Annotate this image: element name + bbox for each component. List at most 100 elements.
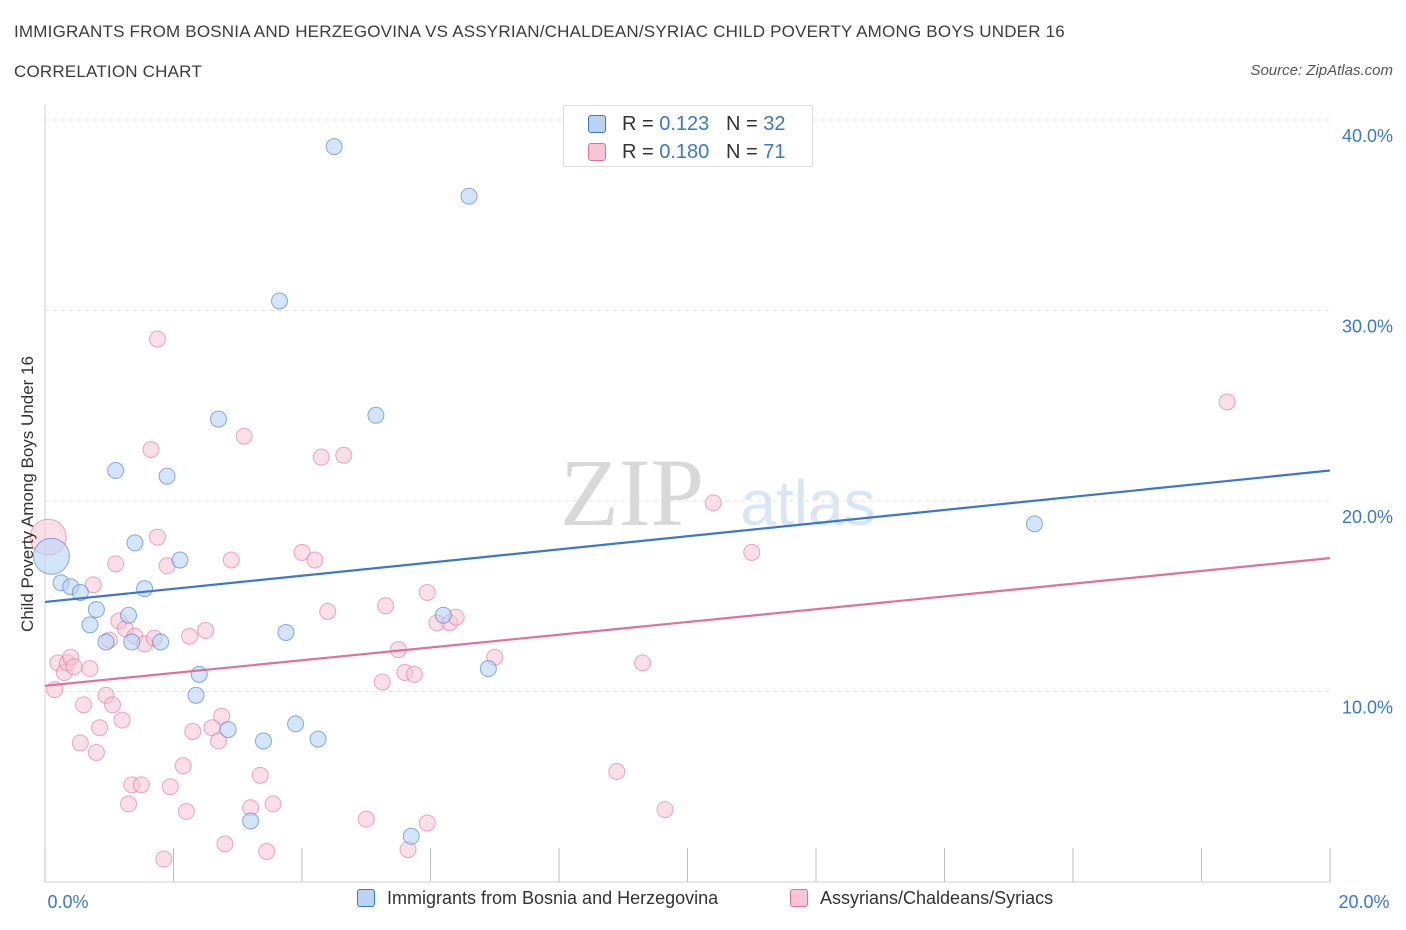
chart-title: IMMIGRANTS FROM BOSNIA AND HERZEGOVINA V… [14,22,1065,41]
data-point-assyrian [161,778,179,796]
data-point-assyrian [357,810,375,828]
data-point-bosnia [287,715,305,733]
data-point-bosnia [271,292,289,310]
data-point-assyrian [107,555,125,573]
data-point-assyrian [120,795,138,813]
data-point-assyrian [184,723,202,741]
data-point-bosnia [402,827,420,845]
data-point-bosnia [120,606,138,624]
y-axis-label: Child Poverty Among Boys Under 16 [18,356,37,632]
data-point-assyrian [264,795,282,813]
legend-swatch-assyrian [790,889,808,907]
data-point-bosnia [152,633,170,651]
gridlines [45,119,1330,692]
data-point-assyrian [319,602,337,620]
x-tick-label: 20.0% [1338,892,1389,912]
data-point-assyrian [335,446,353,464]
data-point-bosnia [81,616,99,634]
data-point-assyrian [155,850,173,868]
data-point-assyrian [103,696,121,714]
data-point-bosnia [136,580,154,598]
data-point-assyrian [235,427,253,445]
legend-item-bosnia: Immigrants from Bosnia and Herzegovina [357,888,718,909]
data-point-assyrian [377,597,395,615]
legend-swatch-bosnia [588,115,606,133]
data-point-assyrian [75,696,93,714]
trend-lines [44,469,1331,687]
data-point-assyrian [216,835,234,853]
data-point-assyrian [656,801,674,819]
data-point-assyrian [373,673,391,691]
data-point-assyrian [704,494,722,512]
data-point-assyrian [142,441,160,459]
data-point-assyrian [148,330,166,348]
watermark-atlas: atlas [740,467,875,539]
data-point-assyrian [251,766,269,784]
data-point-assyrian [608,763,626,781]
data-point-bosnia [325,138,343,156]
correlation-legend: R = 0.123 N = 32 R = 0.180 N = 71 [563,105,813,167]
data-point-assyrian [222,551,240,569]
legend-swatch-bosnia [357,889,375,907]
data-point-assyrian [634,654,652,672]
data-point-bosnia [277,623,295,641]
legend-swatch-assyrian [588,143,606,161]
data-point-assyrian [293,543,311,561]
n-label: N = [725,113,764,135]
data-point-bosnia [434,606,452,624]
data-point-assyrian [405,665,423,683]
x-tick-label: 0.0% [47,892,88,912]
data-point-assyrian [174,757,192,775]
data-point-bosnia [309,730,327,748]
n-value-assyrian: 71 [763,141,786,163]
data-point-bosnia [460,187,478,205]
trend-line-assyrian [44,557,1331,687]
data-point-assyrian [113,711,131,729]
y-tick-label: 30.0% [1342,317,1393,337]
data-point-assyrian [65,658,83,676]
x-tick-labels: 0.0% 20.0% [47,892,1389,912]
y-tick-label: 40.0% [1342,126,1393,146]
chart-subtitle: CORRELATION CHART [14,62,202,81]
data-point-bosnia [107,462,125,480]
source-note: Source: ZipAtlas.com [1250,62,1393,79]
series-bosnia-points [32,138,1043,845]
data-point-bosnia [209,410,227,428]
data-point-assyrian [181,627,199,645]
data-point-assyrian [743,543,761,561]
data-point-assyrian [91,719,109,737]
data-point-bosnia [242,812,260,830]
data-point-bosnia [123,633,141,651]
data-point-assyrian [71,734,89,752]
data-point-assyrian [418,583,436,601]
r-label: R = [622,141,660,163]
data-point-assyrian [148,528,166,546]
y-tick-labels: 10.0% 20.0% 30.0% 40.0% [1342,126,1393,718]
trend-line-bosnia [44,469,1331,604]
data-point-bosnia [479,660,497,678]
axes [44,105,1331,883]
watermark: ZIP atlas [560,439,876,546]
data-point-bosnia [187,686,205,704]
data-point-assyrian [209,732,227,750]
watermark-zip: ZIP [560,439,704,546]
data-point-assyrian [312,448,330,466]
data-point-bosnia [254,732,272,750]
series-assyrian-points [29,330,1236,868]
y-tick-label: 20.0% [1342,507,1393,527]
data-point-bosnia [158,467,176,485]
r-value-bosnia: 0.123 [659,113,710,135]
data-point-assyrian [177,803,195,821]
data-point-assyrian [87,743,105,761]
y-tick-label: 10.0% [1342,698,1393,718]
data-point-bosnia [71,583,89,601]
data-point-assyrian [132,776,150,794]
data-point-bosnia [1025,515,1043,533]
data-point-bosnia [171,551,189,569]
r-label: R = [622,113,660,135]
legend-item-assyrian: Assyrians/Chaldeans/Syriacs [790,888,1053,909]
data-point-bosnia [32,537,70,575]
legend-label-bosnia: Immigrants from Bosnia and Herzegovina [387,888,719,908]
n-label: N = [725,141,764,163]
